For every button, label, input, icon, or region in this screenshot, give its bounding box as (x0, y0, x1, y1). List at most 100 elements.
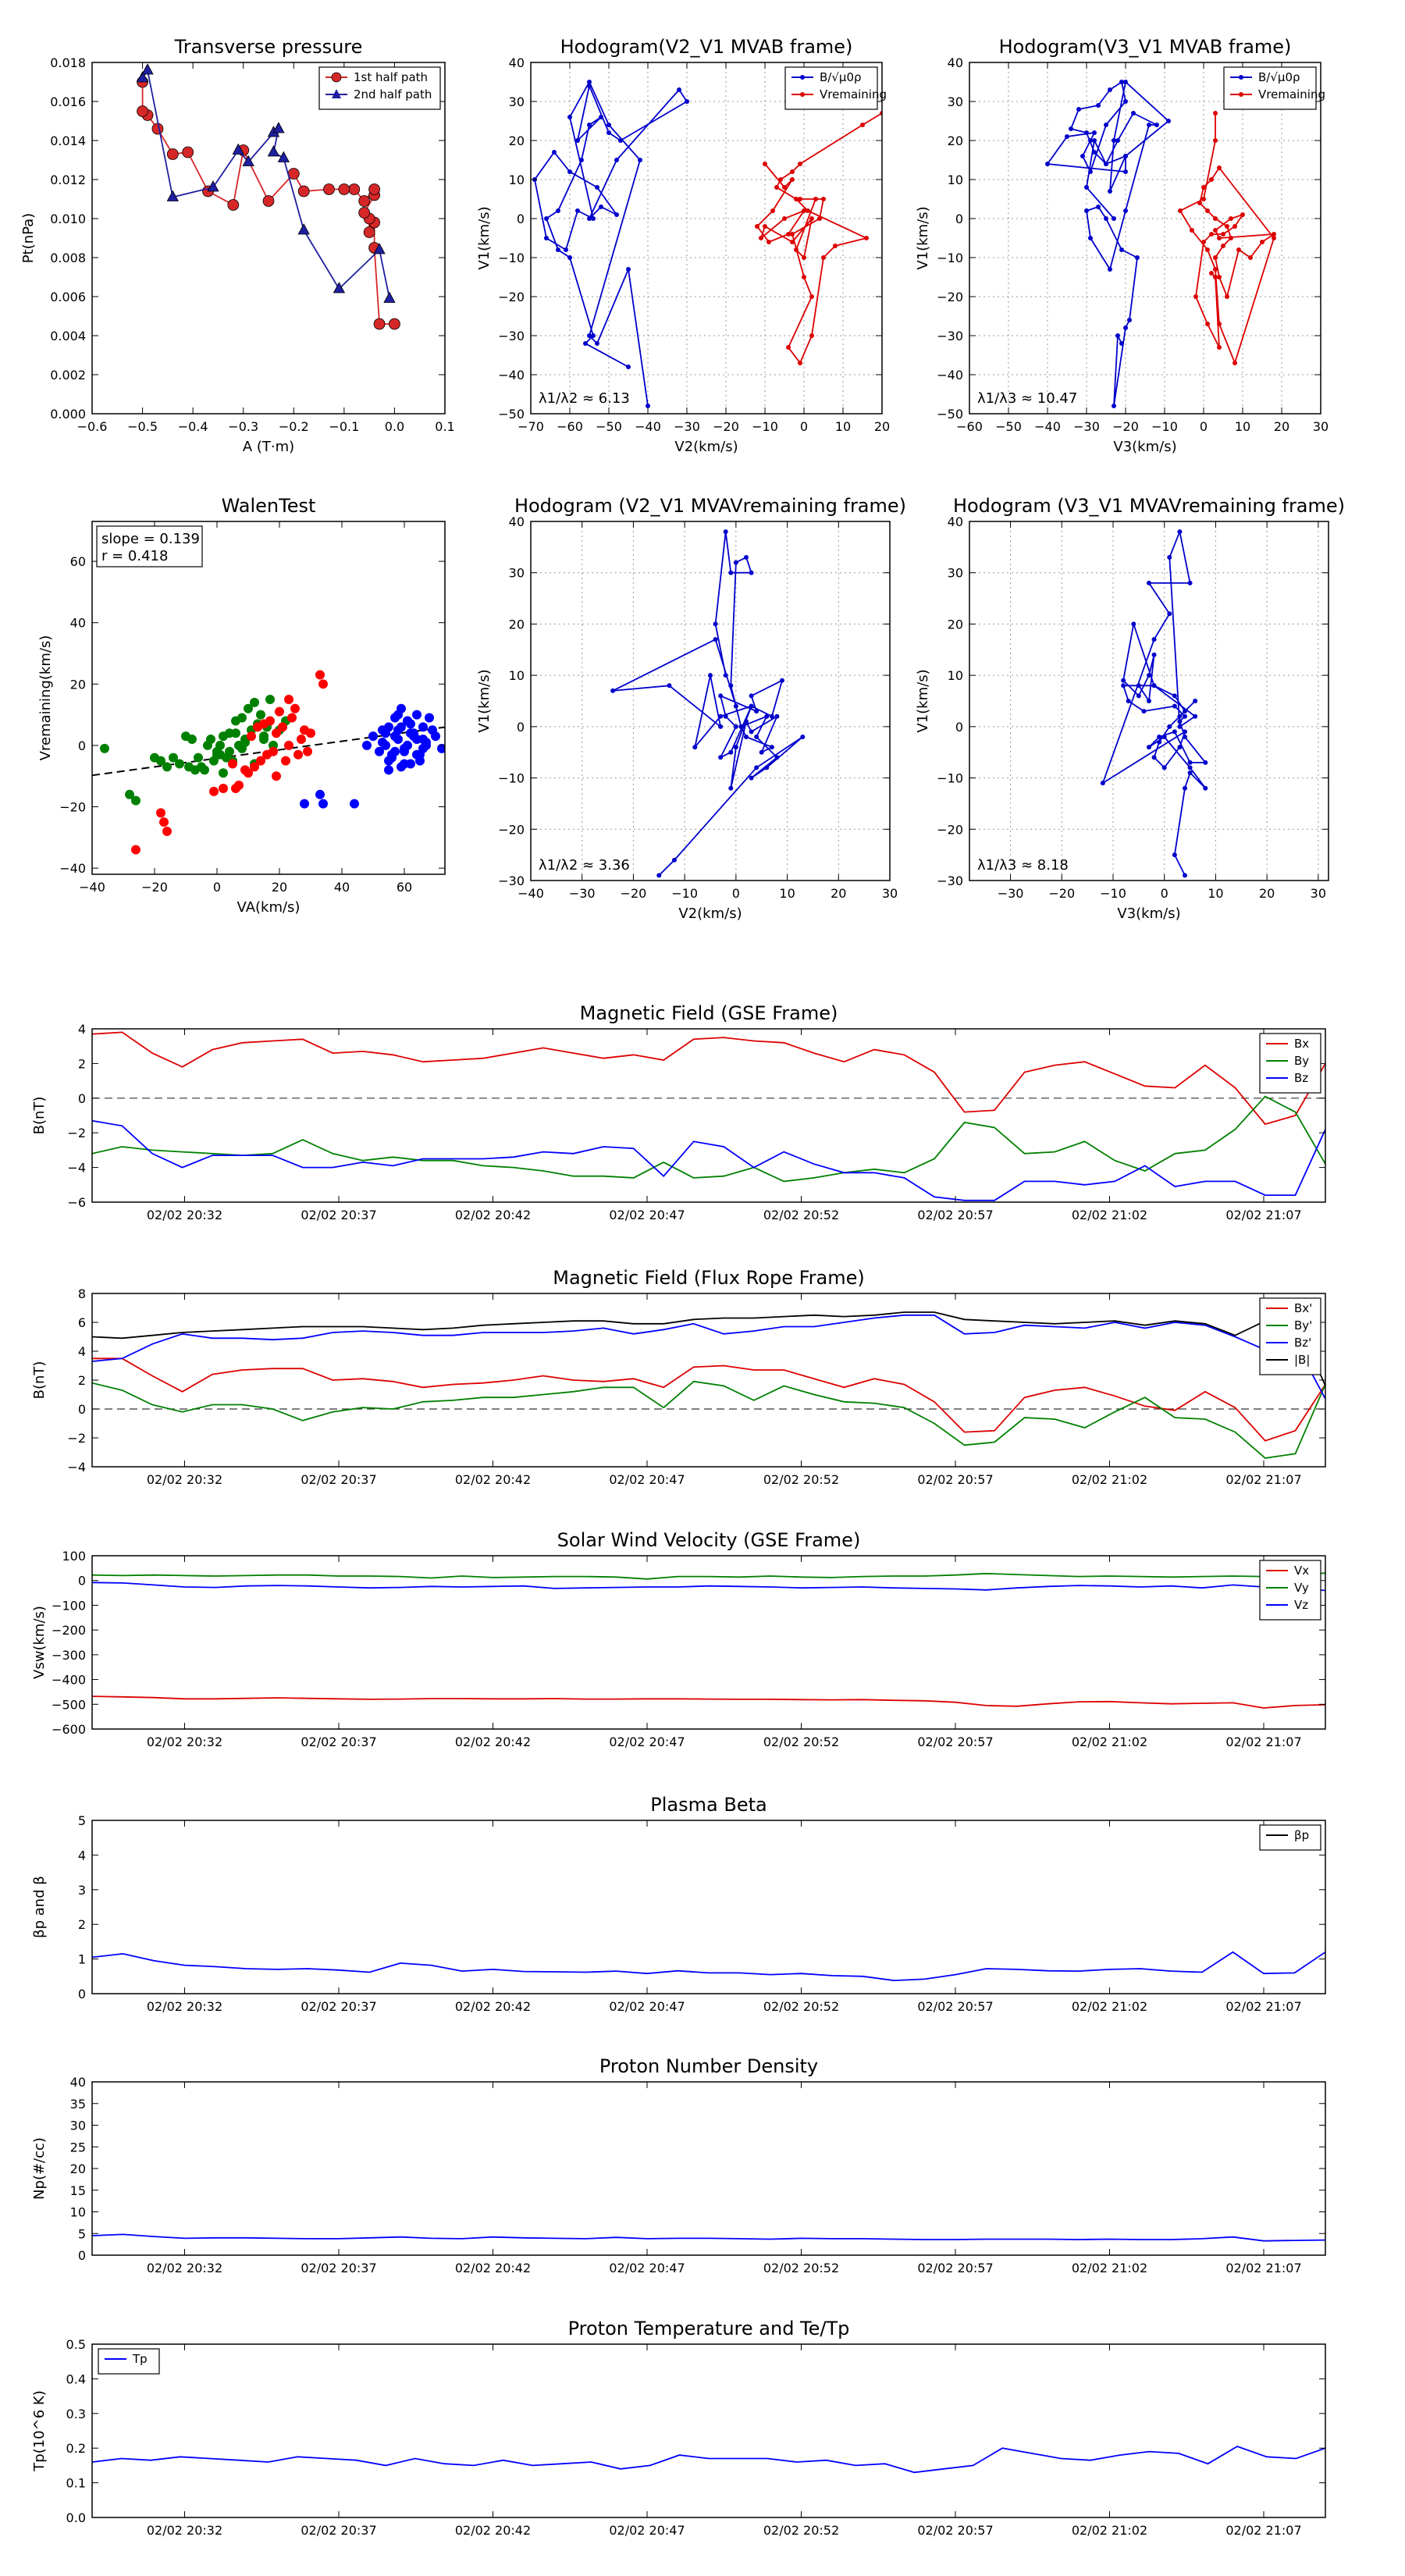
data-point (1205, 208, 1210, 213)
scatter-point (368, 731, 378, 742)
data-point (262, 195, 275, 207)
x-tick-label: 02/02 21:02 (1072, 2261, 1147, 2275)
data-point (1183, 735, 1187, 739)
data-point (567, 169, 572, 174)
x-tick-label: −20 (713, 419, 739, 434)
scatter-point (219, 783, 228, 793)
data-point (728, 749, 734, 755)
chart-title: Magnetic Field (Flux Rope Frame) (553, 1267, 864, 1289)
x-axis-label: A (T·m) (243, 439, 294, 455)
plot-area (92, 1311, 1325, 1459)
data-point (1166, 119, 1171, 123)
x-tick-label: 02/02 20:32 (147, 1472, 222, 1487)
data-point (692, 745, 698, 750)
data-point (749, 775, 754, 781)
axes-frame (969, 62, 1321, 415)
data-point (786, 345, 791, 350)
data-point (1209, 177, 1214, 182)
data-point (677, 87, 681, 92)
series-vx-line (92, 1695, 1325, 1709)
legend-box (1223, 66, 1317, 110)
data-point (1229, 216, 1233, 221)
data-point (1229, 236, 1233, 240)
data-point (790, 169, 795, 174)
data-point (595, 341, 599, 346)
x-tick-label: 02/02 21:02 (1072, 1999, 1147, 2014)
y-tick-label: 30 (70, 2119, 86, 2133)
chart-np: 02/02 20:32 02/02 20:37 02/02 20:42 02/02 2… (31, 2055, 1326, 2275)
scatter-point (234, 781, 244, 791)
series-b-0--line (1046, 80, 1170, 407)
chart-hodo2: −60 −50 −40 −30 −20 −10 0 10 20 30−50−40−30−20−10… (915, 36, 1329, 455)
scatter-point (209, 786, 219, 796)
data-point (728, 683, 734, 688)
scatter-point (187, 735, 197, 745)
ratio-annotation: λ1/λ3 ≈ 10.47 (977, 390, 1077, 407)
chart-title: Hodogram (V2_V1 MVAVremaining frame) (514, 495, 906, 517)
data-point (733, 560, 738, 565)
data-point (383, 291, 396, 303)
data-point (272, 122, 285, 133)
data-point (1187, 770, 1193, 775)
data-point (1123, 99, 1128, 104)
y-tick-label: −600 (52, 1722, 86, 1737)
x-tick-label: 02/02 20:47 (609, 1208, 685, 1222)
x-tick-label: 02/02 21:02 (1072, 1208, 1147, 1222)
data-point (718, 755, 724, 760)
x-tick-label: 0.1 (435, 419, 454, 434)
data-point (599, 205, 603, 209)
x-tick-label: 02/02 20:37 (301, 1472, 376, 1487)
y-tick-label: 5 (78, 2226, 86, 2241)
data-point (1084, 130, 1089, 135)
y-tick-label: 30 (509, 566, 525, 581)
data-point (556, 247, 560, 252)
legend-label: Vz (1294, 1598, 1308, 1612)
y-tick-label: 0 (78, 1402, 86, 1417)
x-tick-label: −20 (1048, 886, 1075, 901)
data-point (587, 123, 592, 127)
data-point (297, 185, 310, 197)
y-tick-label: 10 (509, 173, 525, 187)
scatter-point (412, 710, 422, 720)
x-tick-label: 10 (779, 886, 795, 901)
data-point (1121, 683, 1126, 688)
y-tick-label: 0.018 (50, 55, 86, 70)
data-point (207, 180, 219, 192)
y-tick-label: 40 (70, 616, 86, 631)
data-point (1161, 765, 1167, 770)
data-point (1151, 652, 1157, 657)
y-tick-label: 0.1 (66, 2476, 86, 2491)
scatter-point (406, 728, 415, 738)
y-tick-label: 4 (78, 1344, 86, 1359)
data-point (1136, 683, 1141, 688)
y-axis-label: Vsw(km/s) (31, 1606, 48, 1679)
data-point (723, 673, 728, 678)
data-point (1172, 852, 1177, 858)
y-tick-label: 30 (948, 566, 963, 581)
data-point (1201, 240, 1206, 244)
data-point (618, 138, 623, 143)
y-tick-label: 20 (509, 133, 525, 148)
scatter-point (131, 795, 140, 806)
x-tick-label: −0.3 (228, 419, 258, 434)
y-tick-label: 2 (78, 1917, 86, 1932)
data-point (1112, 138, 1116, 143)
chart-hodo1: −70 −60 −50 −40 −30 −20 −10 0 10 20 −50 −40 −30 −20 −1… (476, 36, 890, 455)
y-axis-label: Np(#/cc) (31, 2137, 48, 2200)
x-tick-label: 02/02 20:52 (763, 1208, 839, 1222)
scatter-point (418, 743, 428, 753)
data-point (1183, 729, 1187, 735)
data-point (1213, 216, 1218, 221)
data-point (1127, 318, 1132, 322)
y-tick-label: 0 (517, 212, 525, 226)
x-tick-label: −20 (1112, 419, 1139, 434)
legend-label: Bx' (1294, 1301, 1312, 1315)
y-tick-label: 0.012 (50, 173, 86, 187)
y-tick-label: 0.4 (66, 2371, 86, 2386)
scatter-point (275, 706, 284, 717)
data-point (708, 673, 713, 678)
data-point (1248, 255, 1253, 260)
legend-box (98, 2348, 160, 2375)
chart-hodo4: −30 −20 −10 0 10 20 30 −30 −20 −10 0 10 20 30 40Hodogr… (915, 495, 1345, 922)
scatter-point (306, 728, 315, 738)
